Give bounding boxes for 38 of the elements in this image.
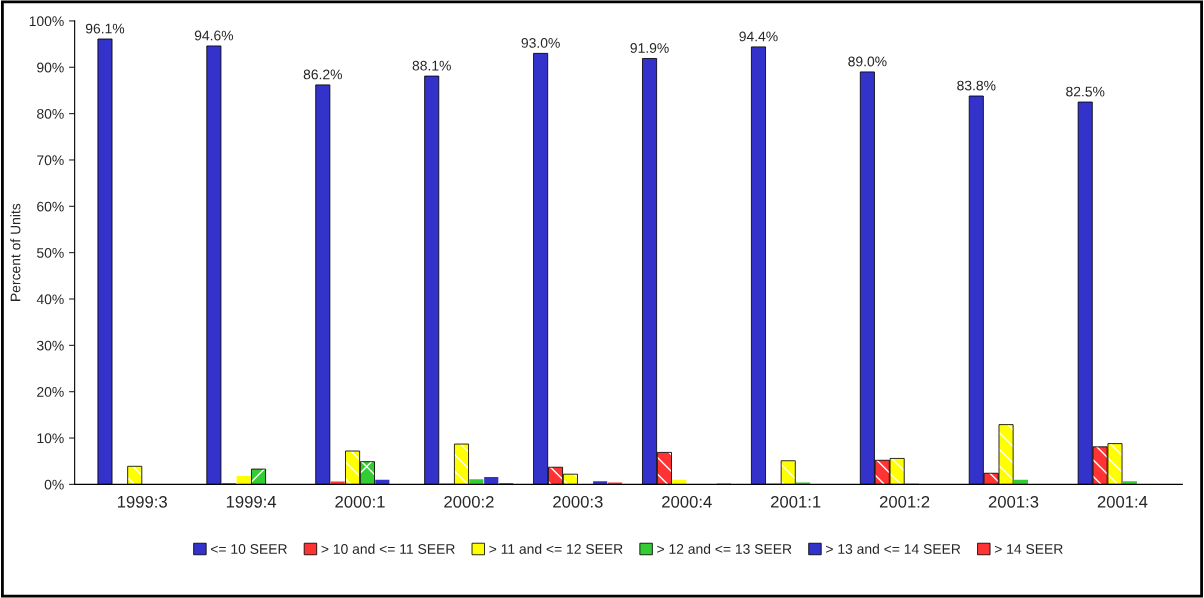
legend-label: > 14 SEER: [994, 544, 1063, 554]
x-tick-label: 1999:4: [226, 495, 277, 508]
y-tick-label: 50%: [36, 247, 64, 258]
x-tick-label: 2000:1: [335, 495, 385, 508]
legend-label: > 10 and <= 11 SEER: [321, 543, 455, 554]
x-tick-label: 2000:2: [444, 495, 494, 508]
data-label: 83.8%: [957, 80, 996, 91]
y-tick-label: 60%: [37, 201, 64, 212]
x-tick-label: 2001:4: [1097, 495, 1148, 508]
y-tick-label: 20%: [37, 387, 64, 397]
y-tick-label: 40%: [36, 294, 64, 305]
legend-label: <= 10 SEER: [211, 544, 287, 554]
data-label: 93.0%: [521, 38, 560, 48]
data-label: 86.2%: [303, 69, 342, 80]
y-axis-title: Percent of Units: [10, 203, 21, 301]
y-tick-label: 80%: [37, 108, 64, 119]
legend-label: > 13 and <= 14 SEER: [826, 543, 961, 554]
data-label: 94.4%: [739, 31, 778, 42]
x-tick-label: 2000:3: [553, 495, 603, 508]
legend-label: > 12 and <= 13 SEER: [657, 543, 792, 554]
y-tick-label: 0%: [44, 479, 64, 490]
data-label: 89.0%: [848, 56, 887, 67]
legend-label: > 11 and <= 12 SEER: [489, 543, 623, 554]
x-tick-label: 2001:3: [988, 495, 1039, 508]
x-tick-label: 2000:4: [662, 495, 712, 508]
data-label: 96.1%: [85, 23, 125, 34]
data-label: 88.1%: [412, 60, 451, 71]
x-tick-label: 2001:2: [879, 495, 930, 508]
y-tick-label: 30%: [36, 340, 64, 351]
data-label: 91.9%: [630, 43, 669, 53]
data-label: 82.5%: [1066, 86, 1105, 97]
y-tick-label: 70%: [37, 155, 64, 166]
x-tick-label: 2001:1: [771, 495, 821, 508]
data-label: 94.6%: [194, 30, 234, 41]
y-tick-label: 90%: [37, 62, 64, 73]
x-tick-label: 1999:3: [117, 495, 167, 508]
y-tick-label: 100%: [29, 16, 64, 27]
y-tick-label: 10%: [37, 433, 64, 444]
